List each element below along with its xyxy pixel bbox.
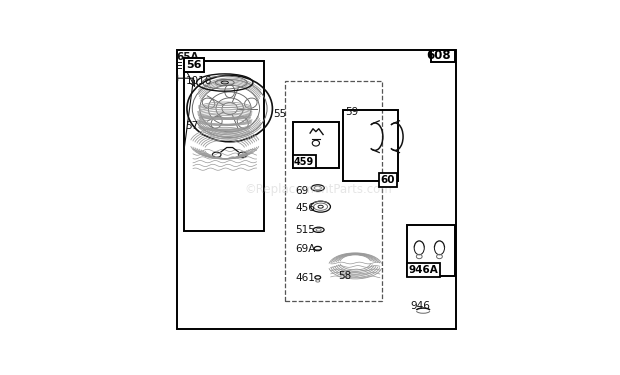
- Bar: [431, 50, 455, 62]
- Text: 69A: 69A: [295, 244, 316, 254]
- Text: 608: 608: [427, 50, 451, 63]
- Text: 1016: 1016: [185, 76, 212, 86]
- Text: 459: 459: [294, 157, 314, 167]
- Text: 456: 456: [295, 203, 315, 213]
- Text: 946A: 946A: [409, 265, 438, 275]
- Bar: [407, 225, 455, 276]
- Text: 65A: 65A: [176, 51, 199, 62]
- Text: 58: 58: [339, 271, 352, 281]
- Text: 946: 946: [410, 302, 430, 311]
- Text: 59: 59: [345, 107, 358, 117]
- Text: 55: 55: [273, 109, 286, 119]
- Text: 57: 57: [185, 121, 199, 131]
- Bar: [293, 122, 339, 168]
- Bar: [184, 61, 264, 231]
- Text: 69: 69: [295, 186, 309, 196]
- Text: 56: 56: [187, 60, 202, 70]
- Text: 515: 515: [295, 225, 315, 236]
- Text: ©ReplacementParts.com: ©ReplacementParts.com: [244, 183, 392, 196]
- Bar: [285, 81, 382, 300]
- Bar: [343, 110, 398, 181]
- Text: 60: 60: [381, 175, 395, 185]
- Text: 461: 461: [295, 273, 315, 283]
